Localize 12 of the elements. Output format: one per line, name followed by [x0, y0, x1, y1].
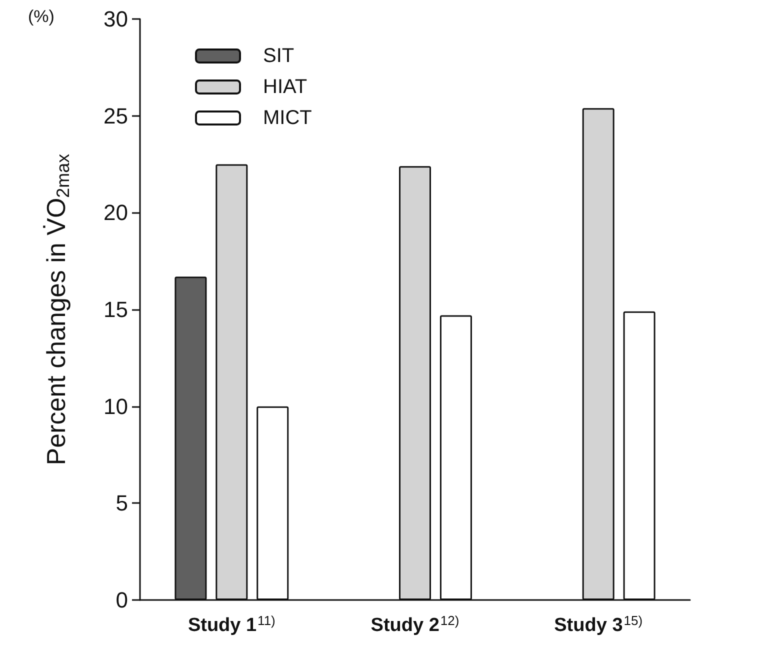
y-tick-label: 0 [116, 588, 128, 612]
y-tick-label: 25 [104, 103, 128, 128]
text: (%) [28, 7, 54, 26]
y-tick-label: 10 [104, 394, 128, 419]
y-tick-label: 30 [104, 6, 128, 32]
legend-label: HIAT [263, 76, 308, 98]
y-tick-label: 20 [104, 200, 128, 226]
legend-label: SIT [263, 45, 294, 67]
y-axis-title: Percent changes in V̇O2max [41, 154, 73, 466]
y-tick-label: 15 [104, 297, 128, 322]
legend-label: MICT [263, 107, 312, 129]
y-tick-label: 5 [116, 490, 128, 516]
